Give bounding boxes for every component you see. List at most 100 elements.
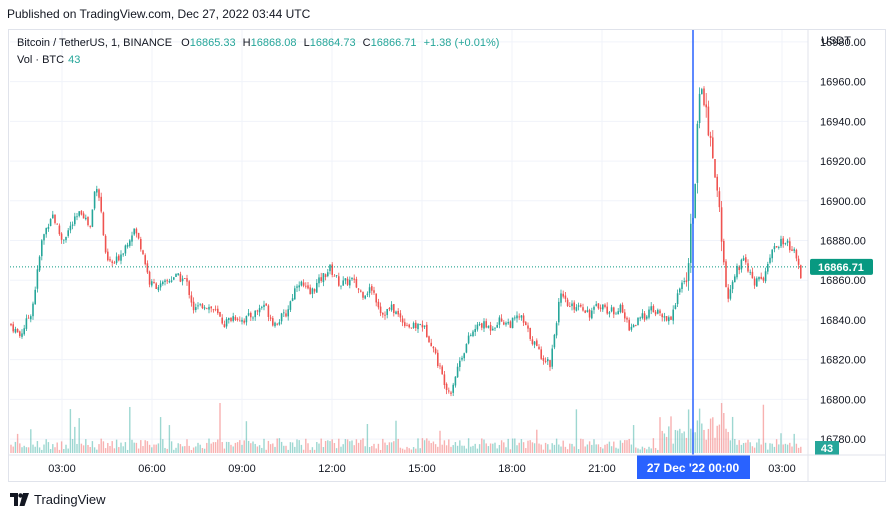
open-label: O: [181, 37, 190, 49]
volume-bar: [175, 447, 177, 453]
volume-bar: [522, 442, 525, 453]
volume-bar: [120, 442, 122, 453]
volume-label[interactable]: Vol · BTC: [17, 54, 65, 66]
volume-bar: [309, 449, 311, 453]
candle-body: [560, 293, 562, 303]
volume-bar: [525, 448, 527, 453]
candle-body: [298, 285, 300, 288]
volume-bar: [593, 439, 595, 453]
candle-body: [162, 281, 164, 285]
volume-bar: [173, 449, 175, 453]
candle-body: [734, 276, 736, 283]
candle-body: [527, 325, 529, 329]
volume-bar: [773, 446, 776, 453]
x-tick-label: 15:00: [408, 463, 436, 475]
y-tick-label: 16940.00: [820, 116, 866, 128]
candle-body: [690, 223, 692, 263]
volume-bar: [197, 442, 199, 453]
volume-bar: [782, 444, 784, 453]
volume-bar: [283, 445, 285, 453]
volume-bar: [201, 448, 204, 453]
candle-body: [456, 366, 459, 378]
candle-body: [448, 390, 450, 392]
candle-body: [179, 273, 182, 282]
volume-bar: [162, 439, 164, 453]
candle-body: [698, 93, 701, 124]
candle-body: [351, 277, 353, 280]
candle-body: [430, 342, 432, 347]
volume-bar: [104, 448, 107, 453]
volume-bar: [683, 431, 685, 453]
volume-bar: [373, 443, 375, 453]
volume-bar: [494, 442, 496, 453]
volume-bar: [577, 449, 580, 453]
candle-body: [599, 307, 602, 309]
candle-body: [791, 249, 793, 251]
volume-bar: [34, 446, 36, 453]
volume-bar: [353, 445, 355, 453]
candle-body: [89, 226, 91, 227]
volume-bar: [364, 446, 366, 453]
volume-bar: [406, 446, 408, 453]
candle-body: [261, 306, 263, 308]
volume-bar: [533, 443, 536, 453]
tradingview-brand[interactable]: TradingView: [10, 492, 106, 507]
volume-bar: [514, 438, 516, 453]
volume-bar: [19, 443, 21, 453]
candle-body: [276, 323, 278, 325]
candle-body: [318, 277, 320, 284]
change-value: +1.38 (+0.01%): [423, 37, 500, 49]
volume-bar: [511, 438, 514, 453]
volume-bar: [217, 439, 219, 453]
candle-body: [41, 240, 43, 257]
candle-body: [663, 316, 666, 318]
volume-bar: [166, 448, 168, 453]
candle-body: [441, 366, 443, 375]
candle-body: [283, 312, 285, 314]
close-value: 16866.71: [370, 37, 417, 49]
candle-body: [591, 310, 593, 319]
volume-bar: [362, 438, 364, 453]
candle-body: [223, 324, 226, 328]
volume-bar: [580, 438, 582, 453]
volume-bar: [450, 446, 452, 453]
candle-body: [124, 245, 127, 254]
candle-body: [454, 376, 457, 386]
candle-body: [296, 286, 298, 288]
volume-bar: [639, 449, 641, 453]
candle-body: [465, 343, 468, 353]
volume-bar: [126, 449, 129, 453]
candle-body: [705, 104, 707, 108]
candle-body: [19, 331, 21, 337]
volume-bar: [800, 446, 802, 453]
candle-body: [573, 302, 575, 310]
volume-bar: [474, 443, 476, 453]
volume-bar: [113, 448, 116, 453]
candle-body: [203, 307, 206, 309]
volume-bar: [298, 440, 300, 453]
volume-bar: [701, 423, 703, 453]
volume-bar: [756, 442, 758, 453]
candle-body: [450, 392, 452, 394]
symbol-title[interactable]: Bitcoin / TetherUS, 1, BINANCE: [17, 37, 173, 49]
volume-bar: [230, 444, 232, 453]
candle-body: [285, 313, 287, 317]
candle-body: [362, 292, 364, 298]
candle-body: [536, 340, 538, 346]
volume-bar: [632, 425, 635, 453]
volume-bar: [184, 446, 186, 453]
candle-body: [349, 279, 351, 286]
currency-label: USDT: [821, 35, 851, 47]
volume-bar: [30, 429, 32, 453]
candle-body: [144, 255, 146, 265]
candle-body: [263, 304, 265, 307]
candle-body: [632, 324, 635, 328]
y-tick-label: 16900.00: [820, 196, 866, 208]
candle-body: [769, 257, 771, 263]
candle-body: [366, 293, 369, 295]
candle-body: [472, 331, 474, 337]
candle-body: [373, 290, 375, 293]
volume-bar: [780, 433, 782, 453]
volume-bar: [529, 440, 531, 453]
